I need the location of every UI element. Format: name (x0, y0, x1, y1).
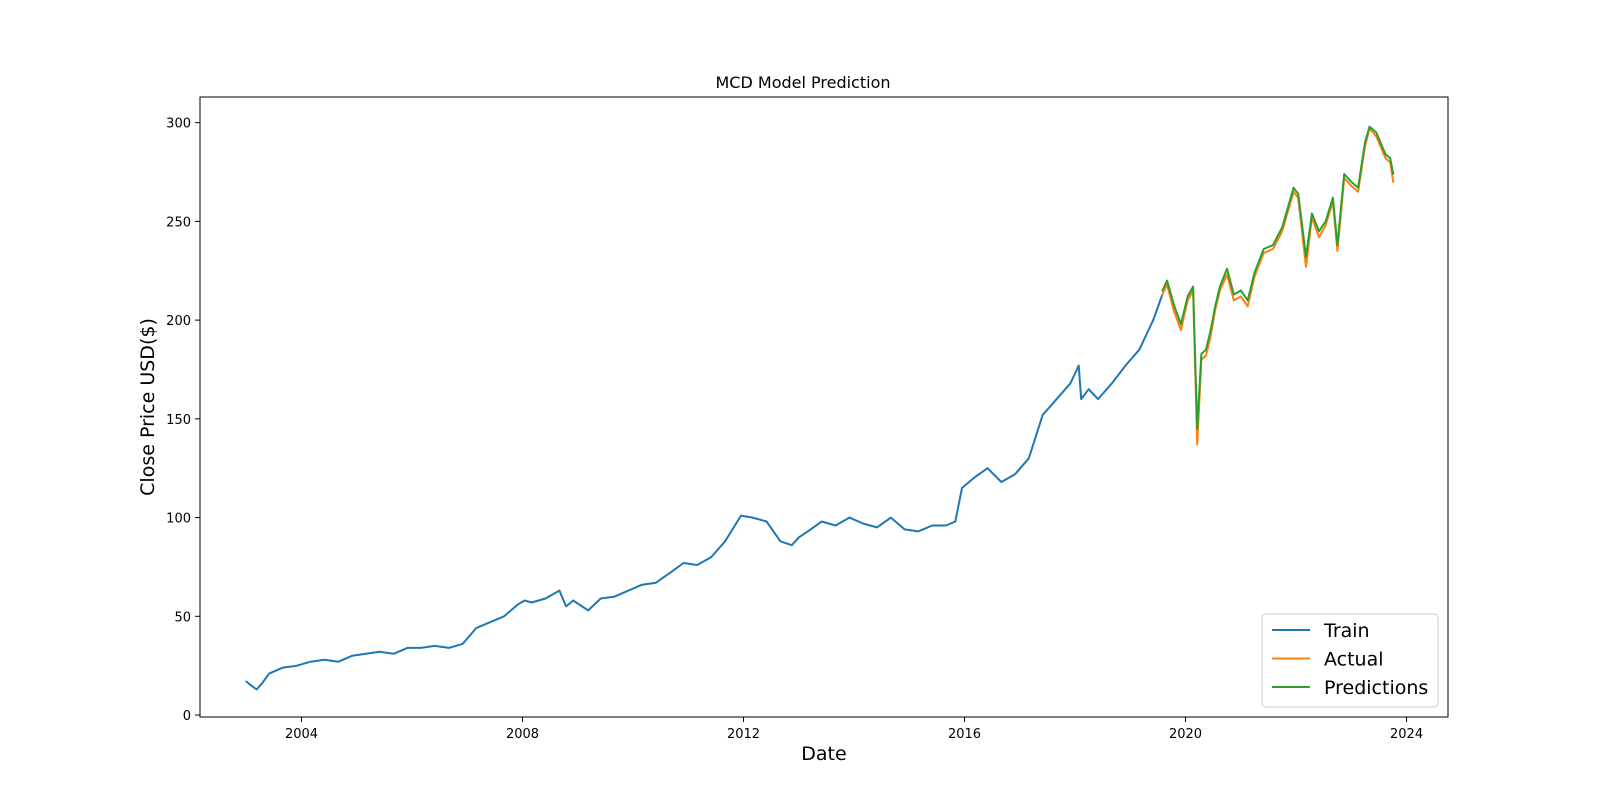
legend-label-train: Train (1323, 620, 1370, 642)
chart-title: MCD Model Prediction (716, 73, 891, 92)
y-tick-label: 0 (183, 709, 191, 724)
y-axis-label: Close Price USD($) (137, 318, 159, 496)
x-axis-label: Date (801, 743, 846, 765)
plot-area-frame (199, 96, 1449, 718)
x-tick-label: 2012 (727, 727, 760, 742)
y-tick-label: 50 (174, 610, 191, 625)
y-axis: 0 50 100 150 200 250 300 (166, 117, 200, 724)
x-tick-label: 2020 (1169, 727, 1202, 742)
y-tick-label: 300 (166, 117, 191, 132)
legend-label-predictions: Predictions (1324, 677, 1428, 699)
series-line-predictions (1161, 125, 1395, 430)
y-tick-label: 150 (166, 413, 191, 428)
series-line-actual (1161, 127, 1395, 446)
legend-label-actual: Actual (1324, 649, 1384, 671)
y-tick-label: 200 (166, 314, 191, 329)
series-line-train (245, 293, 1164, 691)
legend-box (1261, 613, 1439, 708)
x-axis: 2004 2008 2012 2016 2020 2024 (285, 717, 1423, 742)
x-tick-label: 2008 (506, 727, 539, 742)
y-tick-label: 250 (166, 215, 191, 230)
y-tick-label: 100 (166, 512, 191, 527)
x-tick-label: 2004 (285, 727, 318, 742)
series-layer (245, 125, 1395, 691)
x-tick-label: 2016 (948, 727, 981, 742)
x-tick-label: 2024 (1390, 727, 1423, 742)
legend: Train Actual Predictions (1261, 613, 1439, 708)
